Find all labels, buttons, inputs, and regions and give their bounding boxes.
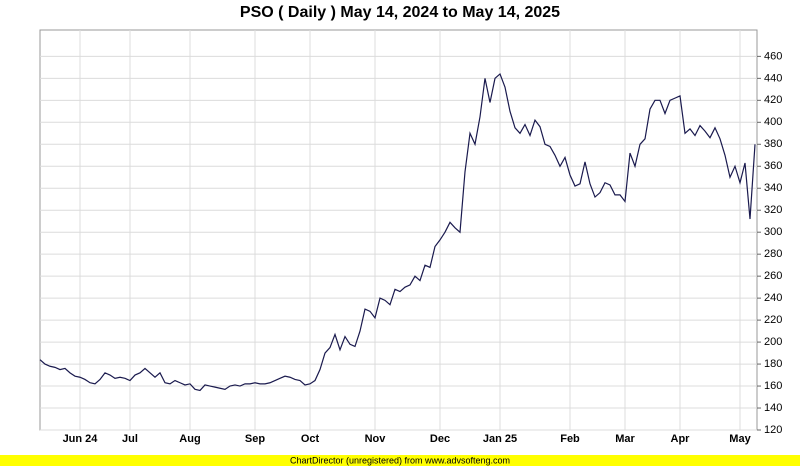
x-tick-label: Sep [245, 433, 265, 445]
y-tick-label: 340 [764, 182, 782, 194]
x-tick-label: Oct [301, 433, 320, 445]
y-tick-label: 180 [764, 358, 782, 370]
y-tick-label: 320 [764, 204, 782, 216]
plot-area [39, 29, 758, 431]
y-tick-label: 300 [764, 226, 782, 238]
x-tick-label: Apr [671, 433, 691, 445]
y-tick-label: 280 [764, 248, 782, 260]
y-tick-label: 440 [764, 72, 782, 84]
x-tick-label: May [729, 433, 751, 445]
y-tick-label: 400 [764, 116, 782, 128]
y-tick-label: 140 [764, 402, 782, 414]
footer-bar [0, 455, 800, 466]
y-tick-label: 260 [764, 270, 782, 282]
chart-title: PSO ( Daily ) May 14, 2024 to May 14, 20… [240, 4, 560, 21]
x-tick-label: Jun 24 [63, 433, 99, 445]
x-tick-label: Mar [615, 433, 635, 445]
y-tick-label: 460 [764, 50, 782, 62]
footer: ChartDirector (unregistered) from www.ad… [290, 455, 510, 465]
x-tick-label: Aug [179, 433, 200, 445]
y-tick-label: 200 [764, 336, 782, 348]
y-tick-label: 380 [764, 138, 782, 150]
price-line [39, 72, 756, 392]
x-tick-label: Jul [122, 433, 138, 445]
y-tick-label: 160 [764, 380, 782, 392]
x-tick-label: Jan 25 [483, 433, 517, 445]
y-tick-label: 360 [764, 160, 782, 172]
y-tick-label: 240 [764, 292, 782, 304]
x-tick-label: Nov [365, 433, 387, 445]
y-tick-label: 220 [764, 314, 782, 326]
x-tick-label: Feb [560, 433, 580, 445]
y-tick-label: 120 [764, 424, 782, 436]
y-tick-label: 420 [764, 94, 782, 106]
x-tick-label: Dec [430, 433, 450, 445]
